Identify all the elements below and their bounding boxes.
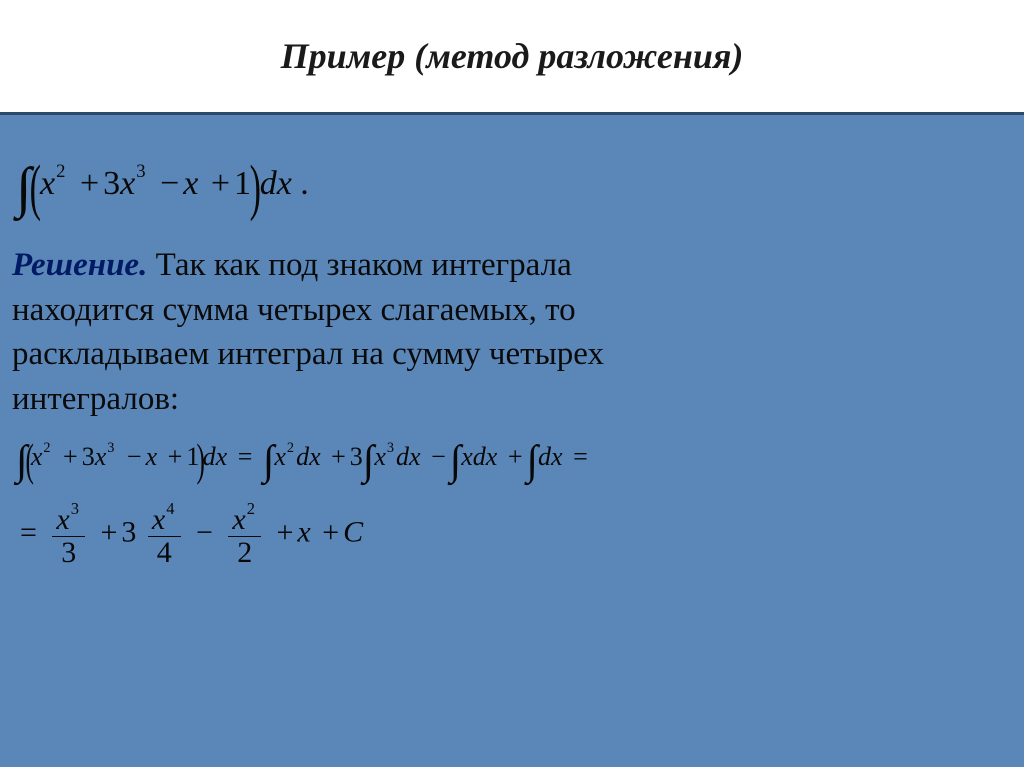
explanation-line-1: Так как под знаком интеграла <box>156 247 572 283</box>
result-equation: = x33 +3 x44 − x22 +x +C <box>16 501 1012 568</box>
explanation-line-2: находится сумма четырех слагаемых, то <box>12 292 576 328</box>
explanation-block: Решение. Так как под знаком интеграла на… <box>12 243 1012 421</box>
title-bar: Пример (метод разложения) <box>0 0 1024 115</box>
solution-label: Решение. <box>12 247 147 283</box>
slide: Пример (метод разложения) ∫(x2 +3x3 −x +… <box>0 0 1024 767</box>
explanation-line-4: интегралов: <box>12 381 179 417</box>
problem-integral: ∫(x2 +3x3 −x +1)dx . <box>16 157 1012 219</box>
slide-content: ∫(x2 +3x3 −x +1)dx . Решение. Так как по… <box>0 115 1024 568</box>
expanded-equation: ∫(x2 +3x3 −x +1)dx = ∫x2dx +3∫x3dx −∫xdx… <box>16 437 1012 483</box>
explanation-line-3: раскладываем интеграл на сумму четырех <box>12 336 604 372</box>
slide-title: Пример (метод разложения) <box>281 35 744 77</box>
